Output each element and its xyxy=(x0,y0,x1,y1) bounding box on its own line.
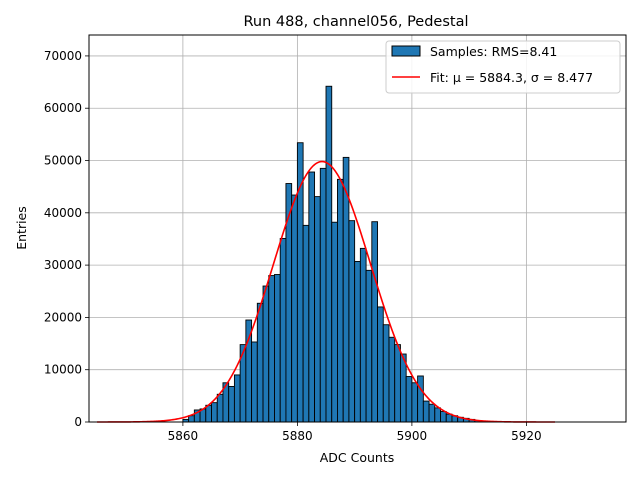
histogram-bar xyxy=(251,341,258,423)
y-tick-label: 70000 xyxy=(44,49,82,63)
legend-label-samples: Samples: RMS=8.41 xyxy=(430,44,557,59)
histogram-bar xyxy=(445,413,453,423)
histogram-bar xyxy=(211,402,218,423)
axis-ticks: 5860 5880 5900 5920 0 10000 20000 30000 40000 500… xyxy=(44,49,542,443)
histogram-bar xyxy=(337,178,344,423)
y-axis-label: Entries xyxy=(14,206,29,250)
histogram-bar xyxy=(331,221,338,423)
y-tick-label: 0 xyxy=(74,415,82,429)
x-tick-label: 5880 xyxy=(282,429,313,443)
legend-box xyxy=(385,40,621,94)
histogram-bar xyxy=(291,194,298,423)
fit-curve xyxy=(97,160,556,423)
histogram-bar xyxy=(228,385,235,423)
histogram-bar xyxy=(285,183,293,423)
histogram-bar xyxy=(440,411,447,423)
histogram-bar xyxy=(262,285,270,423)
y-tick-label: 60000 xyxy=(44,101,82,115)
histogram-bar xyxy=(268,275,275,423)
histogram-bar xyxy=(256,302,264,423)
x-tick-label: 5920 xyxy=(511,429,542,443)
y-tick-label: 10000 xyxy=(44,363,82,377)
plot-frame xyxy=(88,34,627,423)
histogram-bar xyxy=(302,224,310,423)
histogram-bar xyxy=(354,260,361,423)
histogram-bar xyxy=(411,382,419,423)
histogram-bar xyxy=(399,353,407,423)
legend-label-fit: Fit: μ = 5884.3, σ = 8.477 xyxy=(430,70,593,85)
histogram-bar xyxy=(325,85,333,423)
histogram-bar xyxy=(371,221,378,423)
histogram-bar xyxy=(422,400,430,423)
histogram-bar xyxy=(308,171,316,423)
histogram-bar xyxy=(188,415,195,423)
x-tick-label: 5900 xyxy=(397,429,428,443)
y-tick-label: 20000 xyxy=(44,310,82,324)
histogram-bar xyxy=(348,220,356,423)
histogram-bar xyxy=(382,324,390,423)
histogram-bar xyxy=(274,274,281,423)
histogram-bar xyxy=(434,407,441,423)
histogram-bar xyxy=(359,247,367,423)
histogram-bar xyxy=(233,374,241,423)
chart-title: Run 488, channel056, Pedestal xyxy=(243,14,468,30)
y-tick-label: 40000 xyxy=(44,206,82,220)
histogram-bar xyxy=(216,393,224,423)
histogram-bar xyxy=(279,237,287,423)
histogram-bar xyxy=(428,403,436,423)
histogram-bar xyxy=(365,269,373,423)
histogram-bar xyxy=(314,196,321,423)
legend-swatch-samples xyxy=(391,45,421,57)
histogram-bar xyxy=(417,375,424,423)
legend: Samples: RMS=8.41 Fit: μ = 5884.3, σ = 8… xyxy=(385,40,621,94)
histogram-bar xyxy=(405,376,413,423)
histogram-bar xyxy=(388,336,396,423)
histogram-bar xyxy=(394,344,401,423)
x-tick-label: 5860 xyxy=(168,429,199,443)
y-tick-label: 30000 xyxy=(44,258,82,272)
histogram-bar xyxy=(319,167,327,423)
y-tick-label: 50000 xyxy=(44,154,82,168)
histogram-bar xyxy=(205,404,212,423)
x-axis-label: ADC Counts xyxy=(320,450,395,465)
histogram-bar xyxy=(377,306,384,423)
